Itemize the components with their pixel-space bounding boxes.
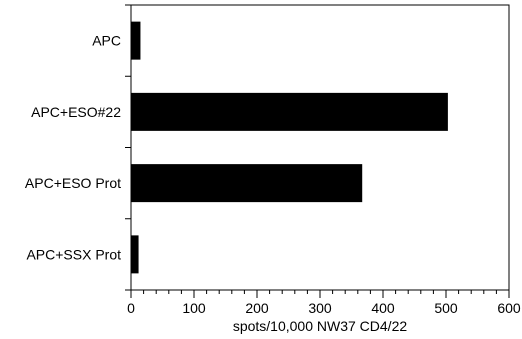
bar-apc-ssx-prot: [131, 235, 139, 274]
x-tick-label: 100: [182, 300, 206, 316]
x-axis-tick-labels: 0 100 200 300 400 500 600: [127, 300, 521, 316]
x-tick-label: 0: [127, 300, 135, 316]
bar-apc: [131, 21, 141, 60]
x-tick-label: 300: [308, 300, 332, 316]
plot-frame-group: [125, 4, 510, 291]
x-tick-label: 500: [434, 300, 458, 316]
category-labels: APC APC+ESO#22 APC+ESO Prot APC+SSX Prot: [25, 33, 121, 263]
x-tick-label: 200: [245, 300, 269, 316]
category-label: APC+ESO#22: [31, 104, 121, 120]
category-label: APC+ESO Prot: [25, 175, 121, 191]
bar-apc-eso-22: [131, 92, 448, 131]
plot-frame: [130, 4, 510, 291]
category-label: APC: [92, 33, 121, 49]
bar-apc-eso-prot: [131, 164, 363, 203]
bars-group: [131, 21, 448, 274]
x-tick-label: 400: [371, 300, 395, 316]
x-tick-label: 600: [497, 300, 521, 316]
x-axis-label: spots/10,000 NW37 CD4/22: [233, 318, 408, 334]
x-axis-ticks: [130, 290, 510, 298]
category-label: APC+SSX Prot: [26, 246, 121, 262]
